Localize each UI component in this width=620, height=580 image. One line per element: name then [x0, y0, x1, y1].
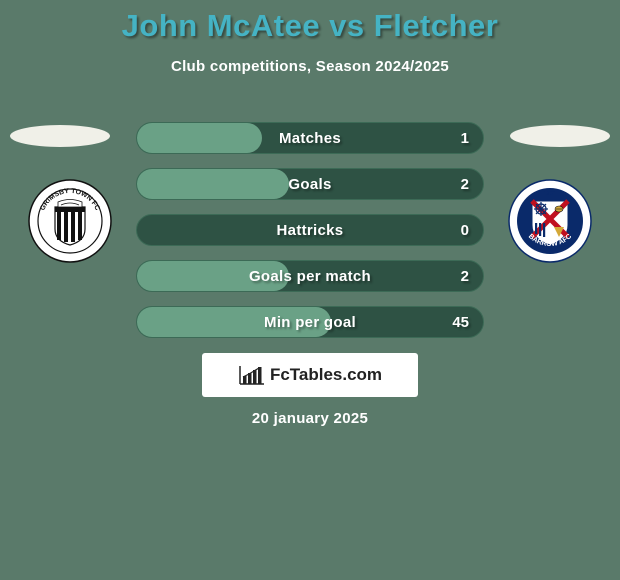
- stat-row: Min per goal 45: [136, 306, 484, 338]
- grimsby-town-crest-icon: GRIMSBY TOWN FC: [28, 179, 112, 263]
- stat-value: 1: [461, 123, 469, 155]
- stat-label: Goals: [137, 169, 483, 201]
- stat-value: 2: [461, 261, 469, 293]
- stat-value: 45: [452, 307, 469, 339]
- stat-label: Min per goal: [137, 307, 483, 339]
- barrow-crest-icon: BARROW AFC 1901: [508, 179, 592, 263]
- brand-text: FcTables.com: [270, 365, 382, 385]
- stat-row: Matches 1: [136, 122, 484, 154]
- player-left-shadow: [10, 125, 110, 147]
- comparison-infographic: John McAtee vs Fletcher Club competition…: [0, 0, 620, 580]
- stat-row: Goals 2: [136, 168, 484, 200]
- stat-value: 2: [461, 169, 469, 201]
- stat-label: Matches: [137, 123, 483, 155]
- stat-label: Goals per match: [137, 261, 483, 293]
- bar-chart-icon: [238, 364, 266, 386]
- player-right-shadow: [510, 125, 610, 147]
- stat-label: Hattricks: [137, 215, 483, 247]
- stat-row: Goals per match 2: [136, 260, 484, 292]
- stat-row: Hattricks 0: [136, 214, 484, 246]
- fctables-brand: FcTables.com: [202, 353, 418, 397]
- footer-date: 20 january 2025: [0, 410, 620, 427]
- subtitle: Club competitions, Season 2024/2025: [0, 58, 620, 75]
- stat-value: 0: [461, 215, 469, 247]
- stats-block: Matches 1 Goals 2 Hattricks 0 Goals per …: [136, 122, 484, 352]
- page-title: John McAtee vs Fletcher: [0, 0, 620, 44]
- svg-text:1901: 1901: [543, 191, 557, 197]
